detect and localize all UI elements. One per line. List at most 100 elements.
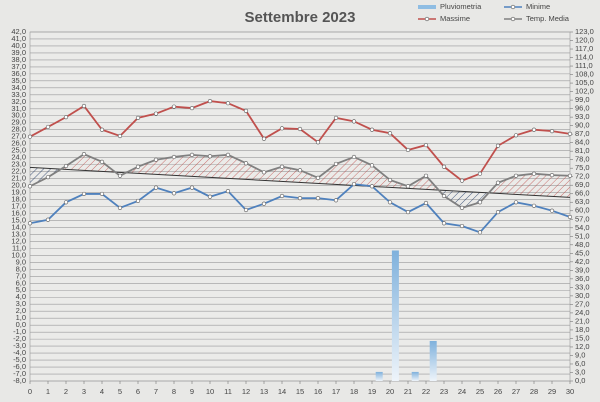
y2-tick-label: 45,0 — [575, 248, 590, 257]
y-tick-label: 11,0 — [12, 243, 26, 252]
point-marker — [45, 124, 51, 130]
point-marker — [405, 147, 411, 153]
point-marker — [423, 200, 429, 206]
point-marker — [171, 154, 177, 160]
point-marker — [153, 185, 159, 190]
y-tick-label: 16,0 — [11, 208, 26, 217]
y2-tick-label: 75,0 — [575, 163, 590, 172]
point-marker — [459, 178, 465, 183]
y2-tick-label: 87,0 — [575, 129, 590, 138]
point-marker — [225, 152, 231, 157]
x-tick-label: 17 — [332, 387, 340, 396]
point-marker — [567, 173, 573, 178]
legend-swatch — [418, 5, 436, 9]
y2-tick-label: 63,0 — [575, 197, 590, 206]
point-marker — [243, 207, 249, 213]
point-marker — [477, 230, 483, 235]
y-tick-label: 7,0 — [16, 271, 26, 280]
y2-tick-label: 90,0 — [575, 121, 590, 130]
y2-tick-label: 3,0 — [575, 367, 585, 376]
y-tick-label: -4,0 — [13, 348, 26, 357]
point-marker — [441, 164, 447, 169]
y2-tick-label: 99,0 — [575, 95, 590, 104]
y-tick-label: 13,0 — [11, 229, 26, 238]
x-tick-label: 6 — [136, 387, 140, 396]
point-marker — [99, 159, 105, 164]
y2-tick-label: 18,0 — [575, 325, 590, 334]
y2-tick-label: 114,0 — [575, 53, 593, 62]
y-tick-label: 12,0 — [11, 236, 26, 245]
y2-tick-label: 123,0 — [575, 27, 594, 36]
point-marker — [513, 200, 519, 205]
chart-title: Settembre 2023 — [245, 9, 356, 26]
y2-tick-label: 42,0 — [575, 257, 590, 266]
y2-tick-label: 30,0 — [575, 291, 590, 300]
y2-tick-label: 78,0 — [575, 155, 590, 164]
x-tick-label: 11 — [224, 387, 232, 396]
point-marker — [333, 198, 339, 203]
point-marker — [279, 126, 285, 131]
point-marker — [99, 127, 105, 132]
point-marker — [531, 171, 537, 176]
point-marker — [333, 161, 339, 167]
point-marker — [441, 193, 447, 199]
x-tick-label: 22 — [422, 387, 430, 396]
point-marker — [387, 131, 393, 136]
y-tick-label: -7,0 — [13, 369, 26, 378]
point-marker — [423, 142, 429, 148]
y-tick-label: 35,0 — [11, 76, 26, 85]
point-marker — [135, 115, 141, 120]
y2-tick-label: 33,0 — [575, 282, 590, 291]
y-tick-label: 18,0 — [11, 195, 26, 204]
y2-tick-label: 15,0 — [575, 333, 590, 342]
x-tick-label: 30 — [566, 387, 574, 396]
point-marker — [315, 140, 321, 145]
x-tick-label: 29 — [548, 387, 556, 396]
point-marker — [207, 194, 213, 199]
point-marker — [243, 161, 249, 166]
point-marker — [117, 133, 123, 139]
point-marker — [387, 177, 393, 183]
y2-tick-label: 93,0 — [575, 112, 590, 121]
y2-tick-label: 0,0 — [575, 376, 585, 385]
y-tick-label: 29,0 — [11, 118, 26, 127]
point-marker — [261, 136, 267, 141]
legend-marker — [424, 16, 430, 22]
y-tick-label: -1,0 — [13, 327, 26, 336]
y-tick-label: 37,0 — [11, 62, 26, 71]
point-marker — [333, 115, 339, 120]
point-marker — [225, 189, 231, 194]
x-tick-label: 10 — [206, 387, 214, 396]
legend-label: Temp. Media — [526, 14, 570, 23]
y-tick-label: 31,0 — [11, 104, 26, 113]
y-tick-label: -5,0 — [13, 355, 26, 364]
y2-tick-label: 69,0 — [575, 180, 590, 189]
point-marker — [99, 191, 105, 197]
y-tick-label: -3,0 — [13, 341, 26, 350]
y-tick-label: 25,0 — [11, 146, 26, 155]
point-marker — [441, 221, 447, 226]
point-marker — [567, 214, 573, 220]
x-tick-label: 3 — [82, 387, 86, 396]
y2-tick-label: 57,0 — [575, 214, 590, 223]
y-tick-label: 15,0 — [11, 215, 26, 224]
point-marker — [117, 205, 123, 210]
point-marker — [387, 200, 393, 205]
y-tick-label: 22,0 — [11, 167, 26, 176]
point-marker — [351, 154, 357, 160]
point-marker — [261, 201, 267, 206]
point-marker — [153, 111, 159, 116]
y-tick-label: 26,0 — [11, 139, 26, 148]
y2-tick-label: 54,0 — [575, 223, 590, 232]
point-marker — [243, 108, 249, 113]
point-marker — [315, 196, 321, 201]
point-marker — [225, 101, 231, 106]
x-tick-label: 26 — [494, 387, 502, 396]
x-tick-label: 14 — [278, 387, 286, 396]
point-marker — [351, 119, 357, 124]
rain-bar — [375, 371, 383, 381]
point-marker — [171, 104, 177, 109]
point-marker — [153, 157, 159, 162]
y-tick-label: 28,0 — [11, 125, 26, 134]
